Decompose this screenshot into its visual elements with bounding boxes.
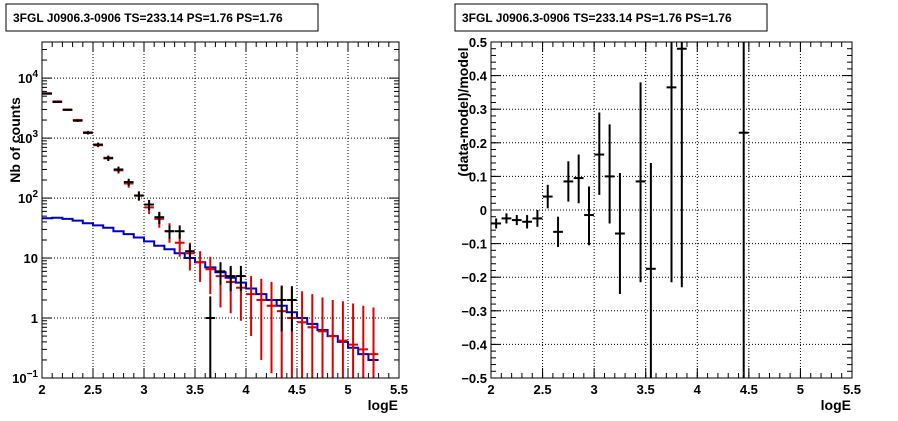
counts-y-tick-labels: 10−1 1 10 102 103 104 [12,69,38,386]
counts-plot-border [41,41,400,379]
counts-y-tick-label: 102 [18,189,38,206]
residual-y-tick-label: 0 [480,203,487,218]
residual-x-tick-label: 5.5 [843,382,861,397]
counts-x-tick-label: 5 [344,382,351,397]
counts-title-box [5,3,319,32]
residual-panel: −0.5 −0.4 −0.3 −0.2 −0.1 0 0.1 0.2 0.3 0.4 0.5 2 2.… [454,3,861,413]
residual-y-tick-labels: −0.5 −0.4 −0.3 −0.2 −0.1 0 0.1 0.2 0.3 0.4 0.5 [461,35,487,386]
counts-x-tick-labels: 2 2.5 3 3.5 4 4.5 5 5.5 [38,382,408,397]
residual-title: 3FGL J0906.3-0906 TS=233.14 PS=1.76 PS=1… [462,11,732,25]
counts-x-axis-label: logE [368,397,398,413]
residual-x-tick-label: 5 [797,382,804,397]
counts-y-axis-label: Nb of counts [7,97,23,183]
counts-y-tick-label: 104 [18,69,38,86]
residual-y-tick-label: −0.4 [461,337,487,352]
counts-series [42,92,379,378]
residual-x-tick-label: 3.5 [637,382,655,397]
counts-plot-frame [41,41,400,379]
residual-x-tick-label: 2 [487,382,494,397]
counts-y-tick-label: 10 [24,251,38,266]
counts-y-tick-label: 1 [31,311,38,326]
counts-title: 3FGL J0906.3-0906 TS=233.14 PS=1.76 PS=1… [13,11,283,25]
residual-y-tick-label: −0.3 [461,304,487,319]
residual-y-tick-label: −0.1 [461,237,487,252]
counts-y-tick-label: 103 [18,129,38,146]
residual-plot-border [490,41,853,379]
residual-x-tick-labels: 2 2.5 3 3.5 4 4.5 5 5.5 [487,382,861,397]
residual-x-tick-label: 2.5 [534,382,552,397]
residual-y-tick-label: 0.1 [469,169,487,184]
residual-x-tick-label: 4.5 [740,382,758,397]
counts-x-tick-label: 2.5 [84,382,102,397]
residual-y-axis-label: (data-model)/model [455,47,471,176]
counts-x-tick-label: 4.5 [288,382,306,397]
counts-x-tick-label: 3.5 [186,382,204,397]
residual-x-tick-label: 3 [591,382,598,397]
counts-x-tick-label: 3 [140,382,147,397]
residual-title-box [454,3,768,32]
counts-grid [42,42,399,378]
residual-y-tick-label: −0.2 [461,270,487,285]
counts-x-tick-label: 2 [38,382,45,397]
residual-x-tick-label: 4 [694,382,702,397]
counts-y-tick-label: 10−1 [12,369,38,386]
residual-y-tick-label: −0.5 [461,371,487,386]
counts-x-tick-label: 4 [242,382,250,397]
residual-y-tick-label: 0.4 [469,69,488,84]
residual-x-axis-label: logE [821,397,851,413]
residual-y-tick-label: 0.2 [469,136,487,151]
counts-x-tick-label: 5.5 [390,382,408,397]
residual-y-tick-label: 0.3 [469,102,487,117]
residual-series [491,42,749,378]
residual-y-tick-label: 0.5 [469,35,487,50]
counts-panel: 10−1 1 10 102 103 104 2 2.5 3 3.5 4 4.5 5 5.5 logE N… [5,3,408,413]
